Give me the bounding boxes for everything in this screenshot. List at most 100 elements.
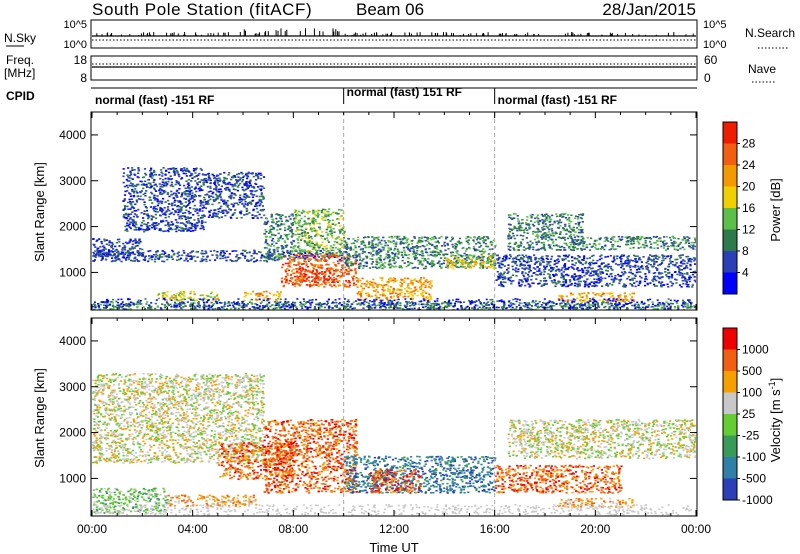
data-cell <box>528 286 531 288</box>
data-cell <box>235 217 238 219</box>
data-cell <box>161 250 164 252</box>
data-cell <box>297 261 300 263</box>
data-cell <box>348 280 351 282</box>
data-cell <box>301 269 304 272</box>
data-cell <box>292 233 295 235</box>
data-cell <box>547 215 550 217</box>
data-cell <box>327 222 330 225</box>
data-cell <box>270 239 274 242</box>
data-cell <box>529 214 532 217</box>
data-cell <box>489 265 493 267</box>
data-cell <box>536 214 539 216</box>
data-cell <box>657 271 661 274</box>
data-cell <box>409 282 412 285</box>
data-cell <box>340 269 343 271</box>
data-cell <box>546 234 549 236</box>
data-cell <box>173 201 176 203</box>
data-cell <box>629 247 632 250</box>
data-cell <box>158 200 161 203</box>
data-cell <box>584 280 587 283</box>
data-cell <box>325 253 328 255</box>
data-cell <box>149 206 153 208</box>
data-cell <box>307 265 310 268</box>
data-cell <box>141 180 144 183</box>
data-cell <box>692 257 695 259</box>
data-cell <box>316 230 319 232</box>
data-cell <box>382 286 385 289</box>
data-cell <box>380 250 383 253</box>
data-cell <box>350 262 353 264</box>
data-cell <box>117 252 120 254</box>
data-cell <box>295 215 298 217</box>
data-cell <box>213 212 216 214</box>
data-cell <box>321 241 324 243</box>
data-cell <box>507 245 510 248</box>
data-cell <box>426 251 429 254</box>
data-cell <box>205 252 208 254</box>
data-cell <box>362 241 365 244</box>
data-cell <box>589 261 592 264</box>
data-cell <box>208 210 211 213</box>
data-cell <box>363 251 367 253</box>
data-cell <box>548 246 552 248</box>
data-cell <box>246 213 249 215</box>
data-cell <box>222 211 225 214</box>
data-cell <box>329 253 332 255</box>
data-cell <box>219 254 222 257</box>
data-cell <box>577 239 580 241</box>
data-cell <box>286 258 290 260</box>
data-cell <box>672 245 675 248</box>
data-cell <box>127 213 130 216</box>
data-cell <box>188 193 191 195</box>
data-cell <box>290 256 293 259</box>
data-cell <box>351 263 354 266</box>
data-cell <box>161 260 164 263</box>
data-cell <box>388 249 391 251</box>
data-cell <box>219 207 222 210</box>
data-cell <box>155 217 158 220</box>
data-cell <box>354 262 357 265</box>
data-cell <box>369 257 372 260</box>
data-cell <box>131 205 134 208</box>
data-cell <box>200 169 203 171</box>
data-cell <box>205 201 208 204</box>
data-cell <box>417 253 420 256</box>
data-cell <box>257 186 260 188</box>
data-cell <box>664 271 667 273</box>
data-cell <box>228 190 231 193</box>
data-cell <box>167 202 170 205</box>
data-cell <box>537 240 540 242</box>
data-cell <box>276 221 279 223</box>
data-cell <box>223 180 226 183</box>
data-cell <box>320 237 323 239</box>
data-cell <box>216 298 219 300</box>
data-cell <box>680 286 683 288</box>
data-cell <box>203 178 206 180</box>
data-cell <box>277 253 280 255</box>
data-cell <box>198 210 201 212</box>
data-cell <box>516 215 519 217</box>
data-cell <box>265 217 268 220</box>
data-cell <box>125 228 128 230</box>
data-cell <box>418 239 421 241</box>
data-cell <box>191 250 194 253</box>
data-cell <box>179 211 182 213</box>
data-cell <box>258 195 261 198</box>
data-cell <box>200 201 203 204</box>
data-cell <box>271 228 274 231</box>
data-cell <box>249 190 252 192</box>
data-cell <box>595 293 598 295</box>
data-cell <box>513 217 516 219</box>
data-cell <box>176 196 179 198</box>
data-cell <box>463 252 466 255</box>
data-cell <box>164 174 167 176</box>
data-cell <box>208 195 211 197</box>
data-cell <box>242 195 245 198</box>
data-cell <box>420 294 423 296</box>
data-cell <box>358 267 361 269</box>
data-cell <box>243 189 246 192</box>
data-cell <box>145 185 148 187</box>
data-cell <box>189 252 192 254</box>
data-cell <box>179 222 182 224</box>
data-cell <box>202 228 205 231</box>
